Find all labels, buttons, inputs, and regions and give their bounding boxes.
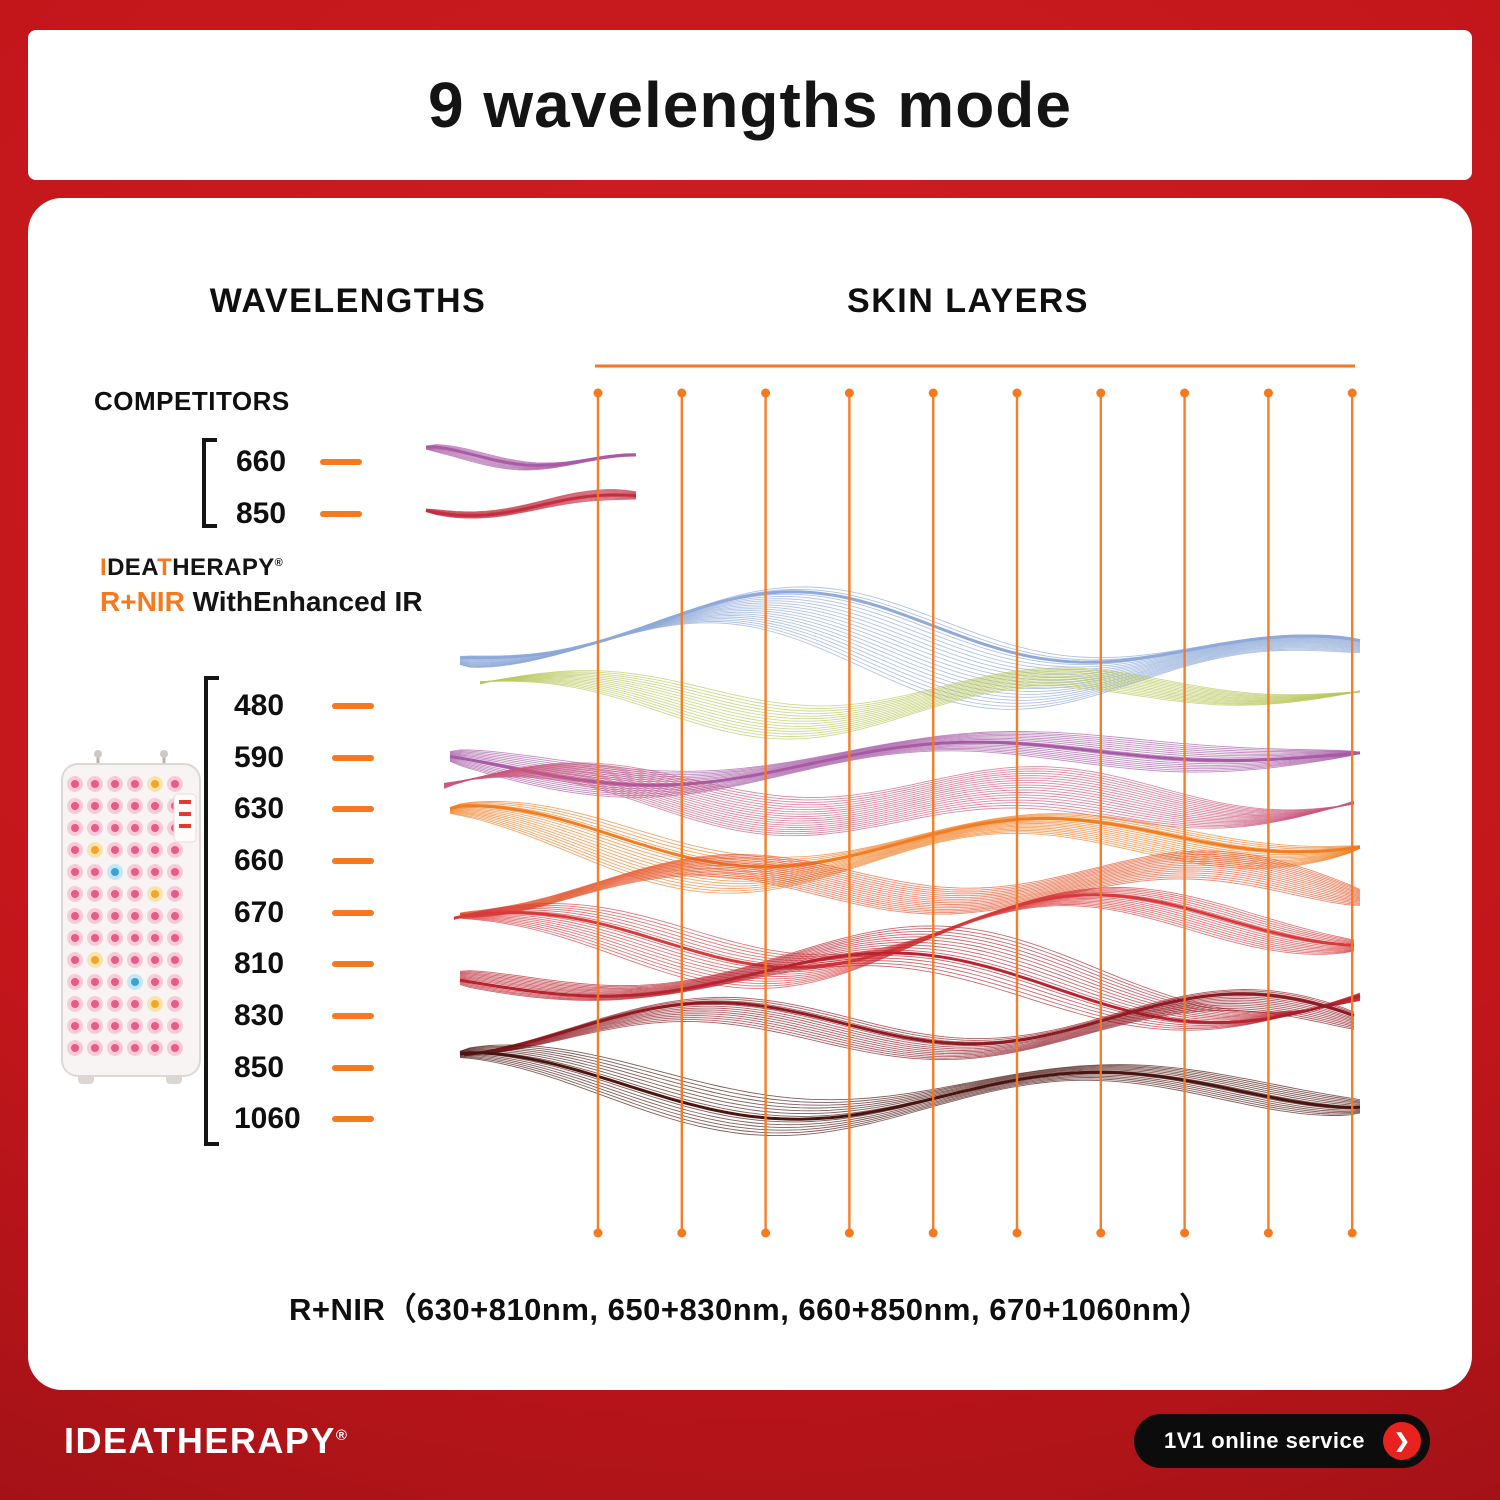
wavelength-value: 670 [234,895,285,929]
wavelength-tick [332,857,374,864]
wavelength-wave-ribbon [449,800,1361,894]
wavelength-value: 590 [234,740,285,774]
wavelength-value: 660 [234,843,285,877]
wavelength-wave-ribbon [453,887,1355,989]
skin-layers-heading: SKIN LAYERS [847,282,1089,320]
footer-brand: IDEATHERAPY® [64,1420,348,1462]
competitor-wave-ribbon [425,444,637,471]
wavelength-value: 480 [234,688,285,722]
device-wavelength-row: 850 [234,1042,374,1094]
wavelength-wave-ribbon [459,586,1361,710]
product-rest: WithEnhanced IR [184,586,423,617]
wavelength-tick [332,909,374,916]
wavelength-value: 850 [234,1050,285,1084]
device-wavelength-row: 630 [234,783,374,835]
wavelength-tick [332,1012,374,1019]
device-wavelength-row: 590 [234,732,374,784]
device-wavelength-row: 670 [234,887,374,939]
wavelength-wave-ribbon [459,850,1361,918]
device-wavelength-row: 830 [234,990,374,1042]
wavelength-wave-ribbon [449,731,1361,798]
competitors-label: COMPETITORS [94,386,290,416]
brand-logo: IDEATHERAPY® [100,554,283,582]
device-wavelength-row: 480 [234,680,374,732]
main-card: WAVELENGTHS SKIN LAYERS COMPETITORS 660 8… [28,198,1472,1390]
device-display [173,793,197,843]
wavelength-tick [332,1064,374,1071]
brand-logo-part: I [100,554,108,581]
brand-logo-part: T [157,554,173,581]
wavelength-value: 850 [236,497,287,530]
brand-logo-part: DEA [107,554,158,581]
wavelength-value: 810 [234,947,285,981]
depth-grid-lines [593,388,1357,1238]
competitors-bracket [202,438,217,528]
wavelength-tick [332,754,374,761]
wavelength-wave-ribbon [459,1044,1361,1137]
wavelength-tick [332,961,374,968]
footer-brand-text: IDEATHERAPY [64,1420,336,1461]
wavelength-wave-ribbon [459,925,1361,1031]
wavelength-wave-ribbon [463,989,1355,1061]
wavelength-tick [320,459,362,465]
competitor-wave-ribbon [425,489,637,519]
footnote: R+NIR（630+810nm, 650+830nm, 660+850nm, 6… [289,1292,1211,1327]
header-band: 9 wavelengths mode [28,30,1472,180]
wavelength-value: 660 [236,445,287,478]
device-display-digits [179,800,191,828]
wavelength-value: 630 [234,792,285,826]
page-title: 9 wavelengths mode [428,69,1072,141]
wavelength-wave-ribbon [443,762,1355,837]
device-leds [67,776,183,1056]
wavelength-value: 1060 [234,1102,301,1136]
competitor-wavelength-row: 850 [236,488,362,540]
device-hook-cap-left [94,750,102,758]
wavelength-tick [332,806,374,813]
chevron-right-icon: ❯ [1383,1422,1421,1460]
device-wavelengths-bracket [204,676,219,1146]
wavelength-tick [332,702,374,709]
device-wavelength-row: 810 [234,938,374,990]
brand-logo-part: HERAPY [172,554,275,581]
device-rows: 480 590 630 660 670 810 830 850 1060 [234,680,374,1145]
footer-reg-mark: ® [335,1427,349,1444]
wavelength-tick [332,1116,374,1123]
service-label: 1V1 online service [1164,1428,1365,1453]
device-image [61,750,201,1084]
wavelength-wave-ribbon [479,667,1361,740]
wavelengths-heading: WAVELENGTHS [209,282,487,320]
competitor-wavelength-row: 660 [236,436,362,488]
service-button[interactable]: 1V1 online service ❯ [1134,1414,1430,1468]
wavelength-value: 830 [234,998,285,1032]
device-wavelength-row: 1060 [234,1094,374,1146]
device-hook-cap-right [160,750,168,758]
product-line: R+NIR WithEnhanced IR [100,586,423,618]
brand-reg-mark: ® [274,557,284,569]
device-wavelength-row: 660 [234,835,374,887]
product-prefix: R+NIR [100,586,185,617]
wavelength-tick [320,511,362,517]
competitor-rows: 660 850 [236,436,362,540]
